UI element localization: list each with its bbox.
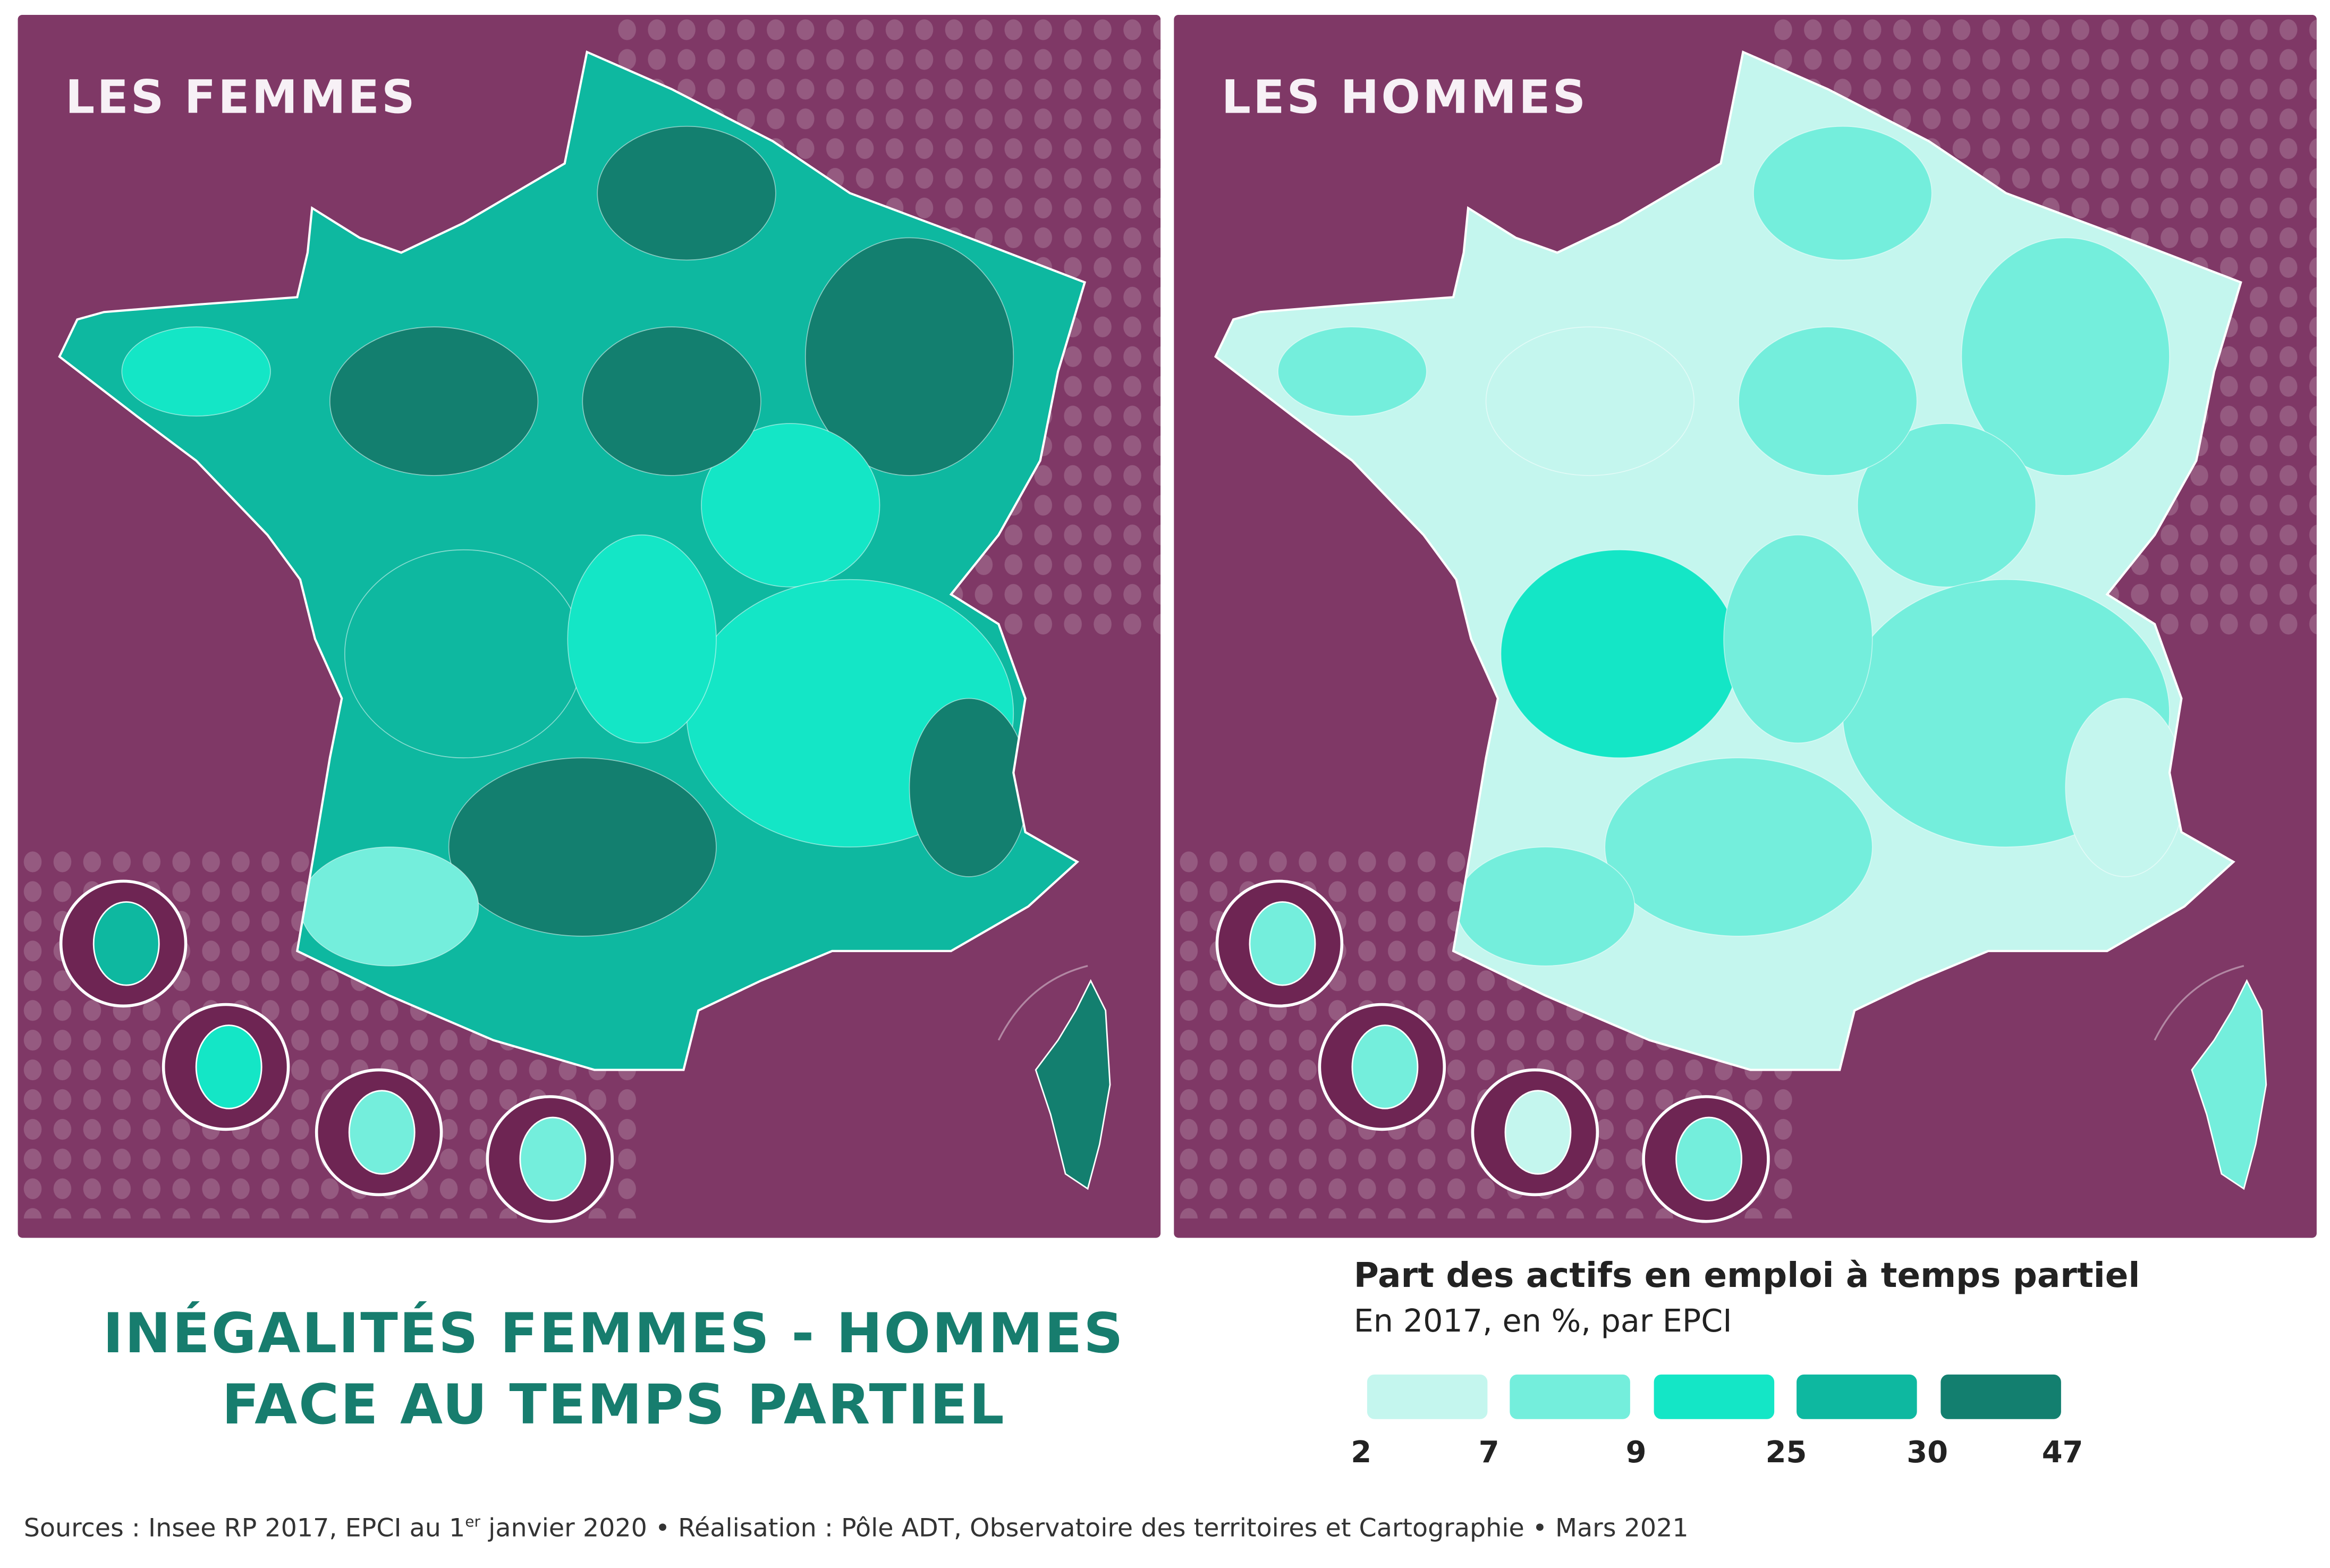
legend-tick-label: 47 — [2041, 1434, 2083, 1470]
overseas-territory — [1351, 1024, 1419, 1109]
map-panel-women: LES FEMMES — [18, 14, 1161, 1238]
overseas-territory — [519, 1116, 587, 1202]
epci-regions — [121, 125, 1029, 967]
france-border — [1214, 50, 2242, 1071]
corsica-separator — [2154, 965, 2244, 1041]
epci-area — [1961, 237, 2170, 476]
legend-swatch — [1941, 1374, 2061, 1419]
epci-area — [121, 326, 271, 417]
epci-area — [1455, 846, 1636, 967]
overseas-territory — [1675, 1116, 1743, 1202]
overseas-territory — [1504, 1090, 1572, 1175]
overseas-territory — [1249, 901, 1316, 986]
map-men — [1174, 14, 2317, 1223]
epci-regions — [1277, 125, 2185, 967]
epci-area — [1604, 757, 1873, 937]
legend-swatch — [1510, 1374, 1630, 1419]
map-panel-men: LES HOMMES — [1174, 14, 2317, 1238]
epci-area — [1500, 549, 1739, 759]
corsica — [1035, 979, 1111, 1190]
panel-title-men: LES HOMMES — [1221, 71, 1588, 125]
source-footer: Sources : Insee RP 2017, EPCI au 1er jan… — [24, 1514, 1689, 1544]
france-border — [58, 50, 1087, 1071]
epci-area — [597, 125, 776, 261]
epci-area — [448, 757, 717, 937]
legend-swatch — [1367, 1374, 1488, 1419]
epci-area — [300, 846, 479, 967]
main-title-line1: INÉGALITÉS FEMMES - HOMMES — [103, 1301, 1125, 1366]
legend-tick-label: 7 — [1478, 1434, 1499, 1470]
legend-tick-label: 30 — [1907, 1434, 1948, 1470]
epci-area — [1753, 125, 1933, 261]
footer-text-2: janvier 2020 • Réalisation : Pôle ADT, O… — [480, 1514, 1689, 1544]
footer-text: Sources : Insee RP 2017, EPCI au 1 — [23, 1514, 465, 1544]
map-women — [18, 14, 1161, 1223]
epci-area — [344, 549, 583, 759]
overseas-territory — [195, 1024, 262, 1109]
overseas-territory — [348, 1090, 416, 1175]
overseas-territory — [92, 901, 160, 986]
legend-swatch — [1654, 1374, 1775, 1419]
footer-sup: er — [465, 1514, 481, 1531]
epci-area — [804, 237, 1014, 476]
epci-area — [1857, 423, 2037, 588]
legend-title: Part des actifs en emploi à temps partie… — [1353, 1257, 2140, 1296]
epci-area — [1485, 326, 1694, 476]
epci-area — [2065, 698, 2185, 877]
corsica — [2191, 979, 2267, 1190]
corsica-separator — [997, 965, 1088, 1041]
epci-area — [701, 423, 880, 588]
main-title: INÉGALITÉS FEMMES - HOMMES FACE AU TEMPS… — [0, 1299, 1227, 1441]
epci-area — [582, 326, 761, 476]
epci-area — [909, 698, 1029, 877]
legend-tick-label: 9 — [1625, 1434, 1647, 1470]
main-title-line2: FACE AU TEMPS PARTIEL — [222, 1373, 1006, 1437]
epci-area — [329, 326, 539, 476]
panel-title-women: LES FEMMES — [65, 71, 417, 125]
legend-tick-label: 25 — [1765, 1434, 1807, 1470]
legend-tick-label: 2 — [1351, 1434, 1372, 1470]
epci-area — [1723, 534, 1873, 744]
epci-area — [567, 534, 717, 744]
legend-swatch — [1797, 1374, 1917, 1419]
legend-subtitle: En 2017, en %, par EPCI — [1353, 1303, 1732, 1339]
epci-area — [1277, 326, 1427, 417]
epci-area — [1738, 326, 1918, 476]
